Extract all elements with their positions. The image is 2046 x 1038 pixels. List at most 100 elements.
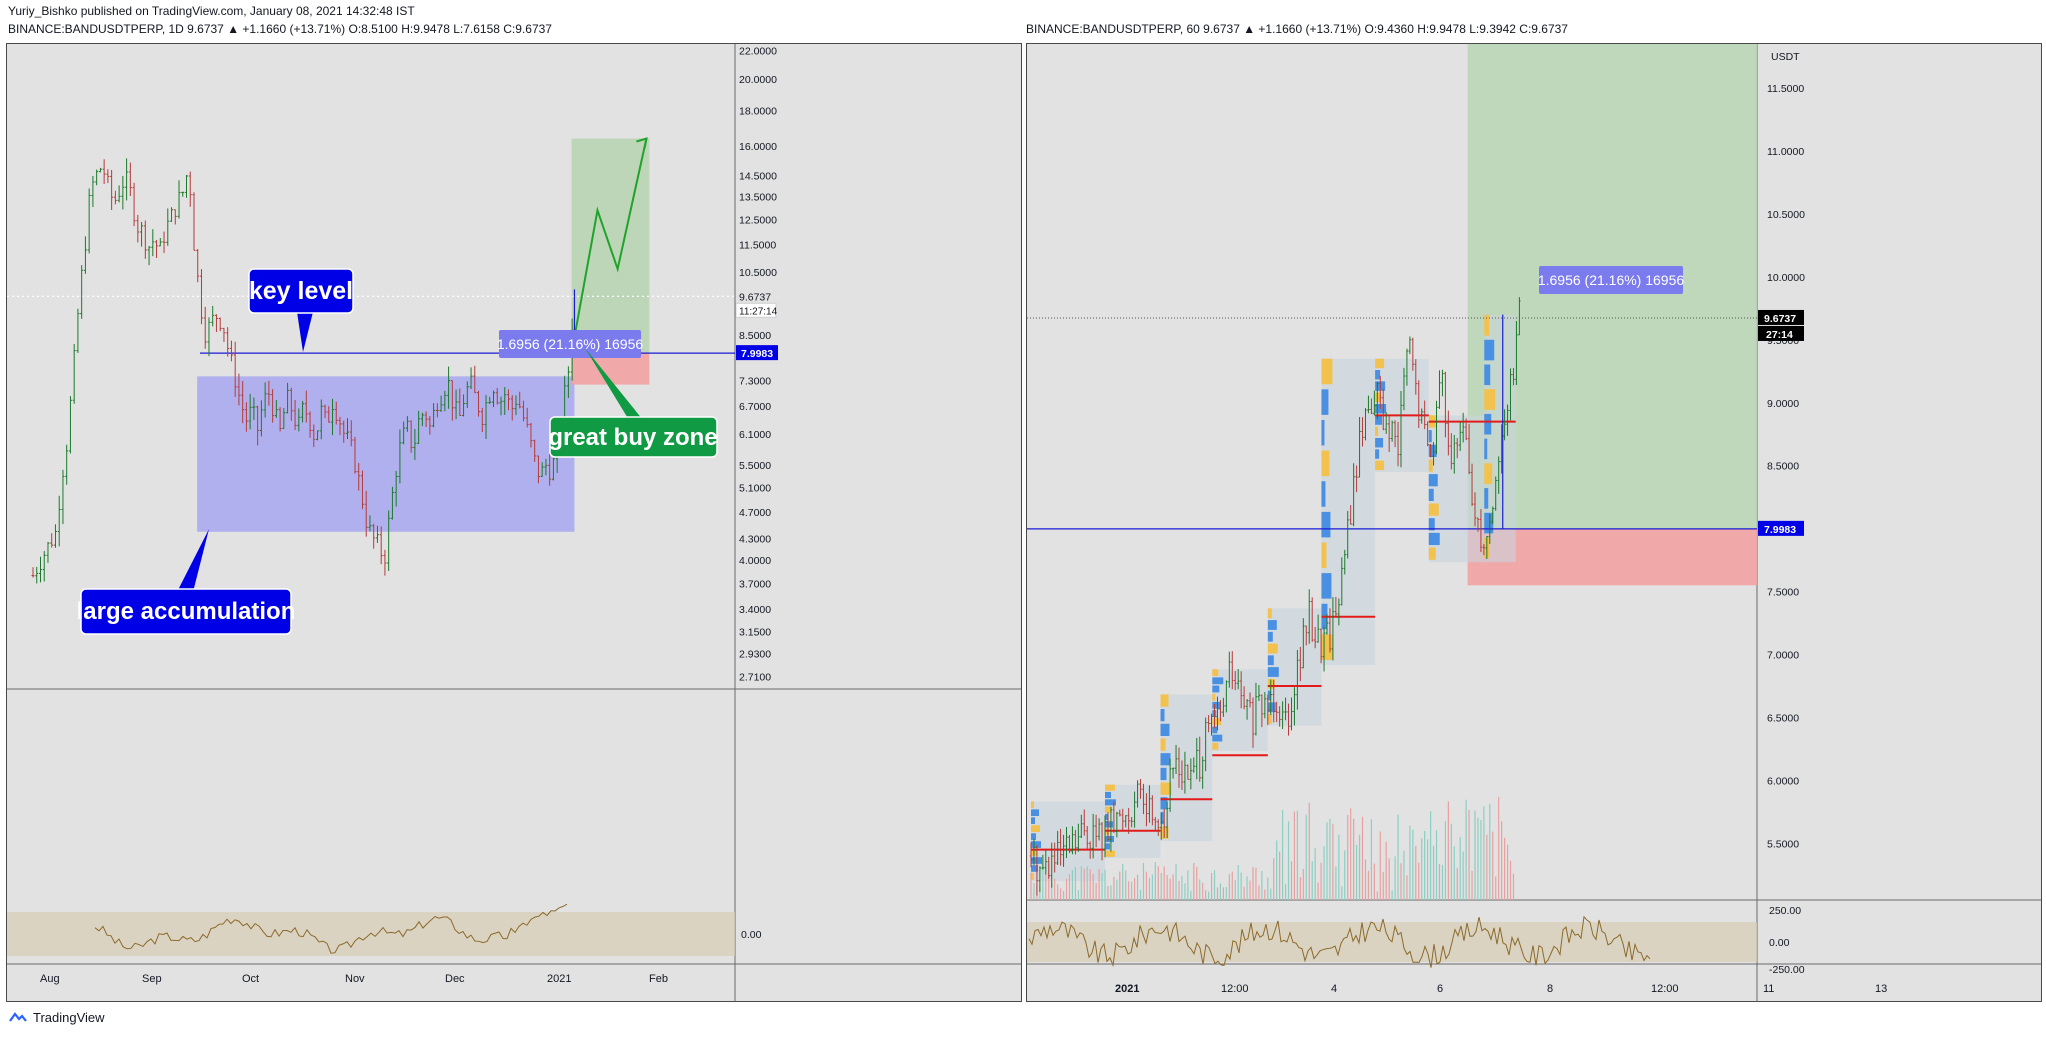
countdown-box <box>1758 325 1804 341</box>
x-tick-label: Nov <box>345 973 365 985</box>
volume-profile-bar <box>1428 518 1435 531</box>
volume-profile-bar <box>1212 742 1219 750</box>
x-tick-label: 11 <box>1763 983 1774 995</box>
volume-profile-bar <box>1484 463 1493 484</box>
y-tick-label: 20.0000 <box>739 74 777 86</box>
accumulation-callout-pointer <box>177 529 209 592</box>
y-tick-label: 11.5000 <box>739 240 776 252</box>
measure-label-box <box>499 330 641 358</box>
volume-profile-bar <box>1321 358 1333 385</box>
cci-line <box>1028 915 1651 968</box>
volume-profile-bar <box>1160 753 1171 766</box>
tradingview-logo-icon <box>9 1011 27 1022</box>
volume-profile-bar <box>1160 709 1165 722</box>
volume-profile-bar <box>1212 734 1223 742</box>
volume-profile-bar <box>1105 784 1115 791</box>
y-tick-label: 4.3000 <box>739 534 771 546</box>
volume-profile-session <box>1160 694 1213 842</box>
volume-profile-bar <box>1267 678 1275 689</box>
y-tick-label: 18.0000 <box>739 106 777 118</box>
volume-profile-bar <box>1428 430 1432 443</box>
left-chart-pane[interactable]: 1.6956 (21.16%) 16956 key level large accu… <box>6 43 1022 1002</box>
accumulation-zone <box>197 376 575 532</box>
y-tick-label: 14.5000 <box>739 170 777 182</box>
volume-profile-bar <box>1428 474 1438 487</box>
y-tick-label: 6.1000 <box>739 429 771 441</box>
volume-profile-bar <box>1484 413 1492 435</box>
accumulation-callout-text: large accumulation <box>77 598 296 625</box>
y-tick-label: 3.7000 <box>739 579 771 591</box>
x-tick-label: 12:00 <box>1221 983 1249 995</box>
tradingview-footer[interactable]: TradingView <box>8 1010 105 1025</box>
y-tick-label: 6.0000 <box>1767 775 1799 787</box>
volume-profile-bar <box>1321 481 1326 507</box>
y-tick-label: 6.7000 <box>739 401 771 413</box>
measure-label: 1.6956 (21.16%) 16956 <box>1538 272 1685 288</box>
volume-profile-bar <box>1375 449 1380 459</box>
y-tick-label: 11.5000 <box>1767 83 1804 95</box>
key-level-price-box <box>736 345 778 361</box>
volume-profile-bar <box>1428 532 1440 546</box>
x-tick-label: Aug <box>40 973 60 985</box>
y-tick-label: 10.5000 <box>739 267 777 279</box>
accumulation-callout-box <box>80 588 292 635</box>
volume-profile-bar <box>1375 392 1382 403</box>
y-tick-label: 7.0000 <box>1767 650 1799 662</box>
y-tick-label: 7.3000 <box>739 375 771 387</box>
right-symbol-info: BINANCE:BANDUSDTPERP, 60 9.6737 ▲ +1.166… <box>1026 22 1568 36</box>
volume-profile-bar <box>1267 702 1276 713</box>
x-tick-label: Sep <box>142 973 162 985</box>
volume-profile-bar <box>1160 723 1170 737</box>
cci-line <box>94 903 568 954</box>
volume-profile-bar <box>1031 833 1036 840</box>
volume-profile-bar <box>1321 634 1333 660</box>
x-tick-label: 8 <box>1547 983 1553 995</box>
y-tick-label: 6.5000 <box>1767 712 1799 724</box>
countdown-label: 11:27:14 <box>739 306 778 317</box>
volume-profile-bar <box>1160 782 1172 795</box>
volume-profile-bar <box>1105 836 1114 843</box>
volume-profile-bar <box>1031 825 1040 832</box>
volume-profile-bar <box>1160 694 1169 707</box>
y-tick-partial-label: USDT <box>751 44 780 45</box>
cci-axis-label: -250.00 <box>1769 964 1805 976</box>
volume-profile-bar <box>1105 799 1116 806</box>
y-tick-label: 10.0000 <box>1767 272 1805 284</box>
volume-profile-bar <box>1212 685 1220 693</box>
x-tick-label: Feb <box>649 973 668 985</box>
volume-profile-bar <box>1484 438 1488 460</box>
cci-axis-label: 0.00 <box>741 929 762 941</box>
y-tick-label: 4.0000 <box>739 555 771 567</box>
volume-profile-bar <box>1267 631 1273 642</box>
volume-profile-bar <box>1375 415 1383 425</box>
hourly-chart[interactable]: 1.6956 (21.16%) 16956 11.5000 11.0000 10.50… <box>1027 44 2041 1001</box>
volume-profile-bar <box>1484 315 1490 336</box>
volume-profile-bar <box>1428 503 1439 516</box>
key-level-callout-text: key level <box>249 277 353 305</box>
volume-profile-bar <box>1267 608 1272 619</box>
buy-zone-callout-pointer <box>585 348 643 420</box>
y-tick-label: 5.5000 <box>739 460 771 472</box>
x-tick-label: 12:00 <box>1651 983 1679 995</box>
volume-profile-bar <box>1105 806 1112 813</box>
y-tick-label: 4.7000 <box>739 507 771 519</box>
y-tick-label: 13.5000 <box>739 192 777 204</box>
y-tick-label: 10.5000 <box>1767 209 1805 221</box>
volume-profile-bar <box>1321 450 1330 477</box>
volume-profile-bar <box>1212 677 1224 685</box>
daily-chart[interactable]: 1.6956 (21.16%) 16956 key level large accu… <box>7 44 1021 1001</box>
y-tick-label: 3.1500 <box>739 627 771 639</box>
volume-profile-bar <box>1160 797 1168 810</box>
volume-profile-bar <box>1212 693 1216 701</box>
volume-profile-bar <box>1375 370 1381 380</box>
y-tick-label: 9.0000 <box>1767 398 1799 410</box>
volume-profile-bar <box>1428 444 1437 457</box>
volume-profile-bar <box>1375 438 1384 448</box>
measure-label: 1.6956 (21.16%) 16956 <box>497 336 644 352</box>
right-chart-pane[interactable]: 1.6956 (21.16%) 16956 11.5000 11.0000 10.50… <box>1026 43 2042 1002</box>
key-level-price-label: 7.9983 <box>1764 524 1796 536</box>
cci-axis-label: 0.00 <box>1769 937 1790 949</box>
x-tick-label: 13 <box>1875 983 1887 995</box>
volume-profile-bar <box>1105 850 1115 857</box>
volume-profile-bar <box>1031 801 1034 809</box>
